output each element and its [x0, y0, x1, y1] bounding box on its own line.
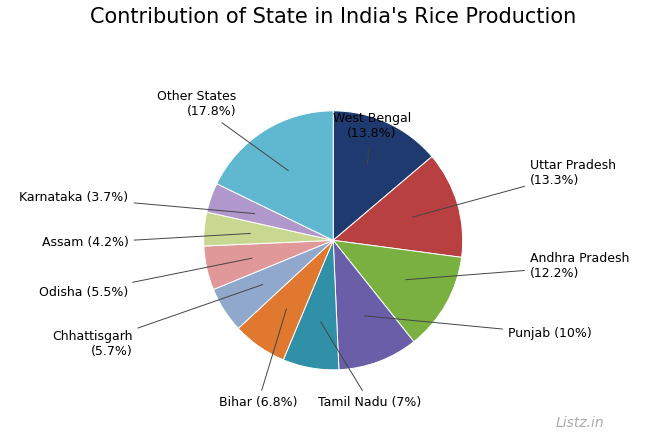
Text: Punjab (10%): Punjab (10%) [364, 316, 592, 340]
Text: Andhra Pradesh
(12.2%): Andhra Pradesh (12.2%) [406, 252, 629, 280]
Text: Assam (4.2%): Assam (4.2%) [42, 233, 250, 250]
Text: Bihar (6.8%): Bihar (6.8%) [219, 309, 297, 409]
Wedge shape [203, 212, 333, 246]
Text: Other States
(17.8%): Other States (17.8%) [157, 90, 289, 171]
Wedge shape [207, 184, 333, 240]
Wedge shape [216, 111, 333, 240]
Text: Uttar Pradesh
(13.3%): Uttar Pradesh (13.3%) [413, 159, 616, 217]
Text: West Bengal
(13.8%): West Bengal (13.8%) [333, 112, 411, 165]
Wedge shape [213, 240, 333, 328]
Wedge shape [283, 240, 339, 370]
Text: Tamil Nadu (7%): Tamil Nadu (7%) [318, 322, 421, 409]
Wedge shape [333, 240, 462, 342]
Text: Odisha (5.5%): Odisha (5.5%) [40, 258, 252, 299]
Wedge shape [239, 240, 333, 360]
Wedge shape [333, 240, 414, 370]
Wedge shape [333, 156, 463, 257]
Wedge shape [204, 240, 333, 289]
Text: Karnataka (3.7%): Karnataka (3.7%) [20, 191, 255, 214]
Text: Chhattisgarh
(5.7%): Chhattisgarh (5.7%) [52, 284, 263, 358]
Wedge shape [333, 111, 432, 240]
Title: Contribution of State in India's Rice Production: Contribution of State in India's Rice Pr… [90, 7, 577, 27]
Text: Listz.in: Listz.in [556, 416, 604, 430]
